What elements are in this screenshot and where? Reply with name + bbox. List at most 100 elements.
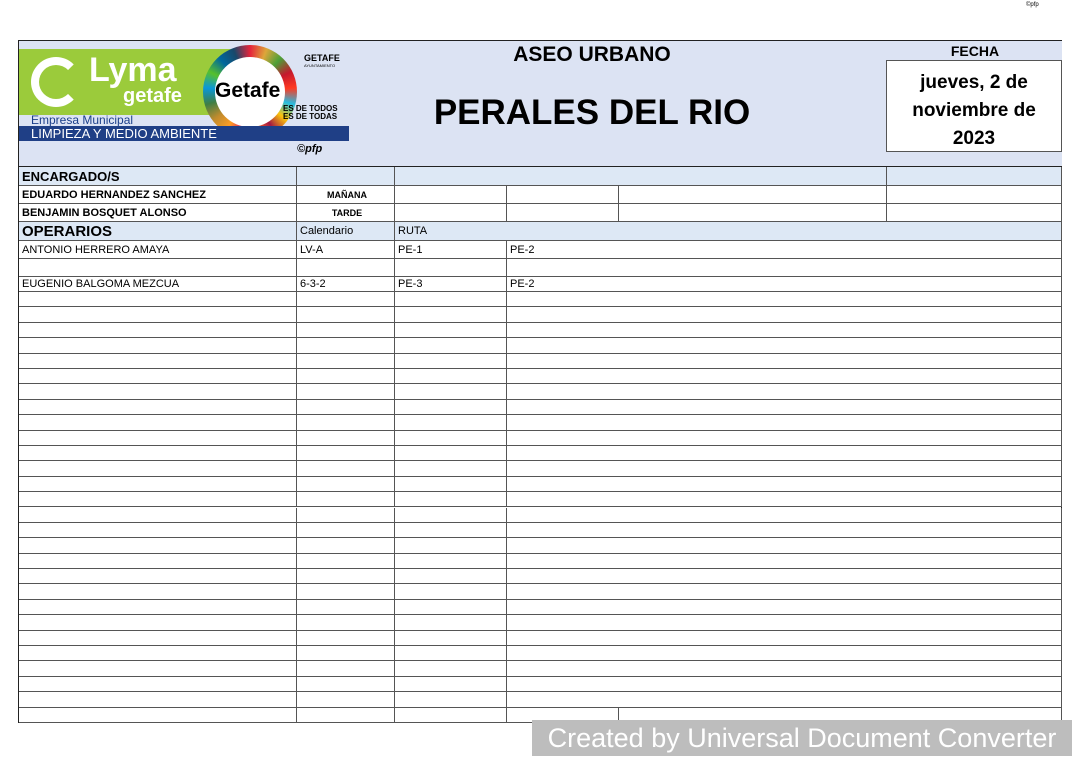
- blank-cell[interactable]: [19, 599, 297, 616]
- blank-cell[interactable]: [297, 368, 395, 385]
- encargado-shift[interactable]: TARDE: [297, 204, 395, 222]
- blank-cell[interactable]: [395, 522, 507, 539]
- blank-cell[interactable]: [507, 307, 1062, 323]
- blank-cell[interactable]: [19, 676, 297, 693]
- blank-cell[interactable]: [395, 538, 507, 554]
- blank-cell[interactable]: [507, 538, 1062, 554]
- blank-cell[interactable]: [297, 167, 395, 186]
- blank-cell[interactable]: [395, 584, 507, 600]
- blank-cell[interactable]: [395, 445, 507, 462]
- blank-cell[interactable]: [297, 476, 395, 493]
- blank-cell[interactable]: [19, 353, 297, 369]
- blank-cell[interactable]: [507, 353, 1062, 369]
- blank-cell[interactable]: [507, 692, 1062, 708]
- blank-cell[interactable]: [507, 204, 619, 222]
- blank-cell[interactable]: [507, 476, 1062, 493]
- blank-cell[interactable]: [395, 307, 507, 323]
- encargado-shift[interactable]: MAÑANA: [297, 186, 395, 204]
- blank-cell[interactable]: [19, 322, 297, 339]
- blank-cell[interactable]: [395, 630, 507, 647]
- blank-cell[interactable]: [395, 676, 507, 693]
- blank-cell[interactable]: [297, 353, 395, 369]
- route-header[interactable]: RUTA: [395, 222, 1062, 241]
- blank-cell[interactable]: [395, 661, 507, 677]
- blank-cell[interactable]: [395, 476, 507, 493]
- blank-cell[interactable]: [507, 522, 1062, 539]
- blank-cell[interactable]: [19, 399, 297, 416]
- blank-cell[interactable]: [395, 353, 507, 369]
- blank-cell[interactable]: [395, 646, 507, 662]
- blank-cell[interactable]: [19, 307, 297, 323]
- blank-cell[interactable]: [19, 415, 297, 431]
- blank-cell[interactable]: [395, 553, 507, 570]
- blank-cell[interactable]: [297, 599, 395, 616]
- blank-cell[interactable]: [297, 615, 395, 631]
- blank-cell[interactable]: [297, 338, 395, 354]
- blank-cell[interactable]: [19, 692, 297, 708]
- blank-cell[interactable]: [297, 384, 395, 400]
- blank-cell[interactable]: [19, 707, 297, 723]
- operario-route-1[interactable]: PE-1: [395, 241, 507, 259]
- blank-cell[interactable]: [507, 384, 1062, 400]
- blank-cell[interactable]: [19, 445, 297, 462]
- blank-cell[interactable]: [297, 445, 395, 462]
- blank-cell[interactable]: [19, 553, 297, 570]
- blank-cell[interactable]: [395, 430, 507, 446]
- blank-cell[interactable]: [507, 445, 1062, 462]
- blank-cell[interactable]: [297, 646, 395, 662]
- blank-cell[interactable]: [507, 584, 1062, 600]
- blank-cell[interactable]: [507, 415, 1062, 431]
- blank-cell[interactable]: [395, 338, 507, 354]
- blank-cell[interactable]: [19, 584, 297, 600]
- blank-cell[interactable]: [507, 461, 1062, 477]
- blank-cell[interactable]: [507, 492, 1062, 508]
- blank-cell[interactable]: [395, 204, 507, 222]
- blank-cell[interactable]: [19, 492, 297, 508]
- blank-cell[interactable]: [297, 307, 395, 323]
- operario-name[interactable]: EUGENIO BALGOMA MEZCUA: [19, 277, 297, 292]
- blank-cell[interactable]: [297, 692, 395, 708]
- blank-cell[interactable]: [395, 322, 507, 339]
- operario-calendar[interactable]: [297, 259, 395, 277]
- operario-route-2[interactable]: PE-2: [507, 277, 1062, 292]
- blank-cell[interactable]: [619, 186, 887, 204]
- blank-cell[interactable]: [297, 522, 395, 539]
- blank-cell[interactable]: [297, 661, 395, 677]
- blank-cell[interactable]: [507, 322, 1062, 339]
- blank-cell[interactable]: [395, 507, 507, 523]
- blank-cell[interactable]: [297, 322, 395, 339]
- blank-cell[interactable]: [507, 368, 1062, 385]
- operarios-label[interactable]: OPERARIOS: [19, 222, 297, 241]
- operario-calendar[interactable]: LV-A: [297, 241, 395, 259]
- blank-cell[interactable]: [395, 384, 507, 400]
- blank-cell[interactable]: [507, 615, 1062, 631]
- blank-cell[interactable]: [19, 569, 297, 585]
- blank-cell[interactable]: [395, 692, 507, 708]
- blank-cell[interactable]: [19, 661, 297, 677]
- operario-name[interactable]: [19, 259, 297, 277]
- blank-cell[interactable]: [297, 461, 395, 477]
- encargados-label[interactable]: ENCARGADO/S: [19, 167, 297, 186]
- blank-cell[interactable]: [297, 292, 395, 308]
- blank-cell[interactable]: [297, 584, 395, 600]
- blank-cell[interactable]: [507, 553, 1062, 570]
- blank-cell[interactable]: [19, 522, 297, 539]
- blank-cell[interactable]: [395, 461, 507, 477]
- calendar-header[interactable]: Calendario: [297, 222, 395, 241]
- blank-cell[interactable]: [887, 167, 1062, 186]
- blank-cell[interactable]: [395, 415, 507, 431]
- blank-cell[interactable]: [19, 646, 297, 662]
- blank-cell[interactable]: [507, 599, 1062, 616]
- blank-cell[interactable]: [507, 630, 1062, 647]
- blank-cell[interactable]: [297, 430, 395, 446]
- blank-cell[interactable]: [395, 167, 887, 186]
- blank-cell[interactable]: [395, 569, 507, 585]
- blank-cell[interactable]: [297, 415, 395, 431]
- blank-cell[interactable]: [507, 430, 1062, 446]
- operario-route-1[interactable]: [395, 259, 507, 277]
- operario-name[interactable]: ANTONIO HERRERO AMAYA: [19, 241, 297, 259]
- blank-cell[interactable]: [297, 553, 395, 570]
- operario-route-2[interactable]: PE-2: [507, 241, 1062, 259]
- blank-cell[interactable]: [507, 186, 619, 204]
- blank-cell[interactable]: [395, 292, 507, 308]
